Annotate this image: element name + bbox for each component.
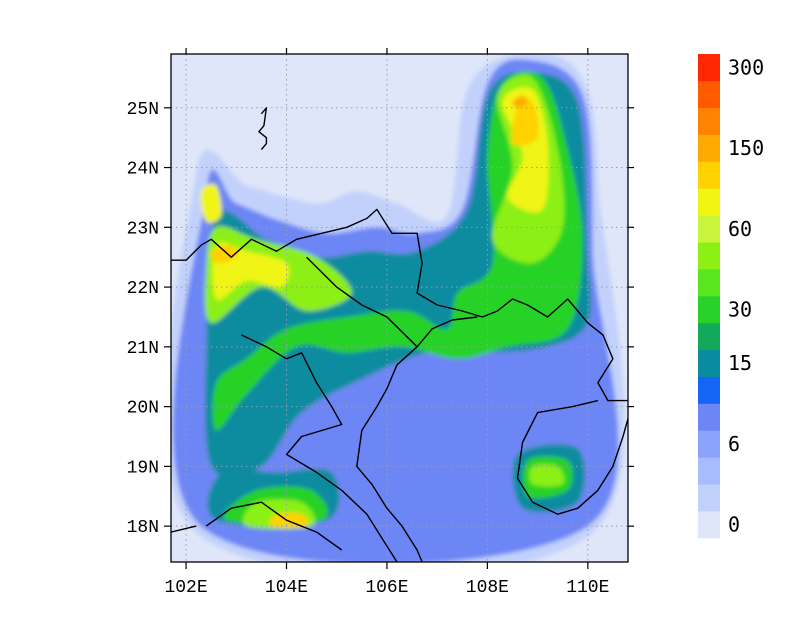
- y-tick-label: 24N: [127, 160, 159, 180]
- colorbar-label: 15: [728, 351, 752, 375]
- colorbar-swatch: [698, 54, 720, 82]
- x-tick-label: 106E: [365, 578, 408, 598]
- precip-region-level-14: [512, 95, 528, 108]
- y-tick-label: 20N: [127, 399, 159, 419]
- precip-region-level-13: [269, 512, 309, 528]
- colorbar-swatch: [698, 296, 720, 324]
- colorbar-swatch: [698, 107, 720, 135]
- colorbar-label: 150: [728, 136, 764, 160]
- colorbar-swatch: [698, 188, 720, 216]
- plot-area: [170, 53, 629, 563]
- precip-region-level-13: [511, 99, 539, 146]
- x-tick-label: 104E: [265, 578, 308, 598]
- y-tick-label: 21N: [127, 339, 159, 359]
- coastline: [171, 525, 197, 533]
- colorbar-swatch: [698, 161, 720, 189]
- precip-region-level-10: [529, 464, 565, 487]
- colorbar-swatch: [698, 322, 720, 351]
- colorbar-swatch: [698, 80, 720, 109]
- colorbar-swatch: [698, 430, 720, 458]
- colorbar: 0 6 15 30 60 150 300: [698, 54, 764, 539]
- colorbar-label: 0: [728, 513, 740, 537]
- precip-region-level-13: [210, 245, 238, 264]
- x-tick-label: 108E: [466, 578, 509, 598]
- colorbar-swatch: [698, 269, 720, 297]
- colorbar-label: 30: [728, 297, 752, 321]
- colorbar-swatch: [698, 134, 720, 162]
- colorbar-swatch: [698, 484, 720, 512]
- colorbar-label: 6: [728, 432, 740, 456]
- axes: 102E 104E 106E 108E 110E 18N 19N 20N 21N 22N 23N 24…: [127, 48, 634, 598]
- coastlines-and-borders: [171, 107, 628, 562]
- plot-frame: [170, 53, 629, 563]
- coastline: [241, 334, 398, 562]
- coastline: [258, 107, 268, 151]
- coastline: [171, 208, 628, 402]
- y-tick-label: 25N: [127, 100, 159, 120]
- colorbar-swatch: [698, 376, 720, 404]
- precip-region-level-12: [200, 183, 222, 223]
- colorbar-swatch: [698, 215, 720, 243]
- colorbar-swatch: [698, 511, 720, 539]
- coastline: [356, 346, 423, 562]
- y-tick-label: 19N: [127, 458, 159, 478]
- colorbar-swatch: [698, 349, 720, 377]
- gridlines: [171, 54, 628, 562]
- coastline: [205, 501, 343, 551]
- y-tick-label: 22N: [127, 279, 159, 299]
- y-tick-label: 18N: [127, 518, 159, 538]
- precipitation-fields: [171, 54, 625, 562]
- coastline: [516, 399, 628, 515]
- colorbar-swatch: [698, 457, 720, 485]
- x-tick-label: 102E: [164, 578, 207, 598]
- colorbar-swatch: [698, 403, 720, 431]
- coastline: [306, 256, 478, 348]
- y-tick-label: 23N: [127, 219, 159, 239]
- precip-region-level-8: [212, 71, 583, 431]
- colorbar-swatch: [698, 242, 720, 270]
- colorbar-label: 300: [728, 55, 764, 79]
- colorbar-label: 60: [728, 217, 752, 241]
- x-tick-label: 110E: [566, 578, 609, 598]
